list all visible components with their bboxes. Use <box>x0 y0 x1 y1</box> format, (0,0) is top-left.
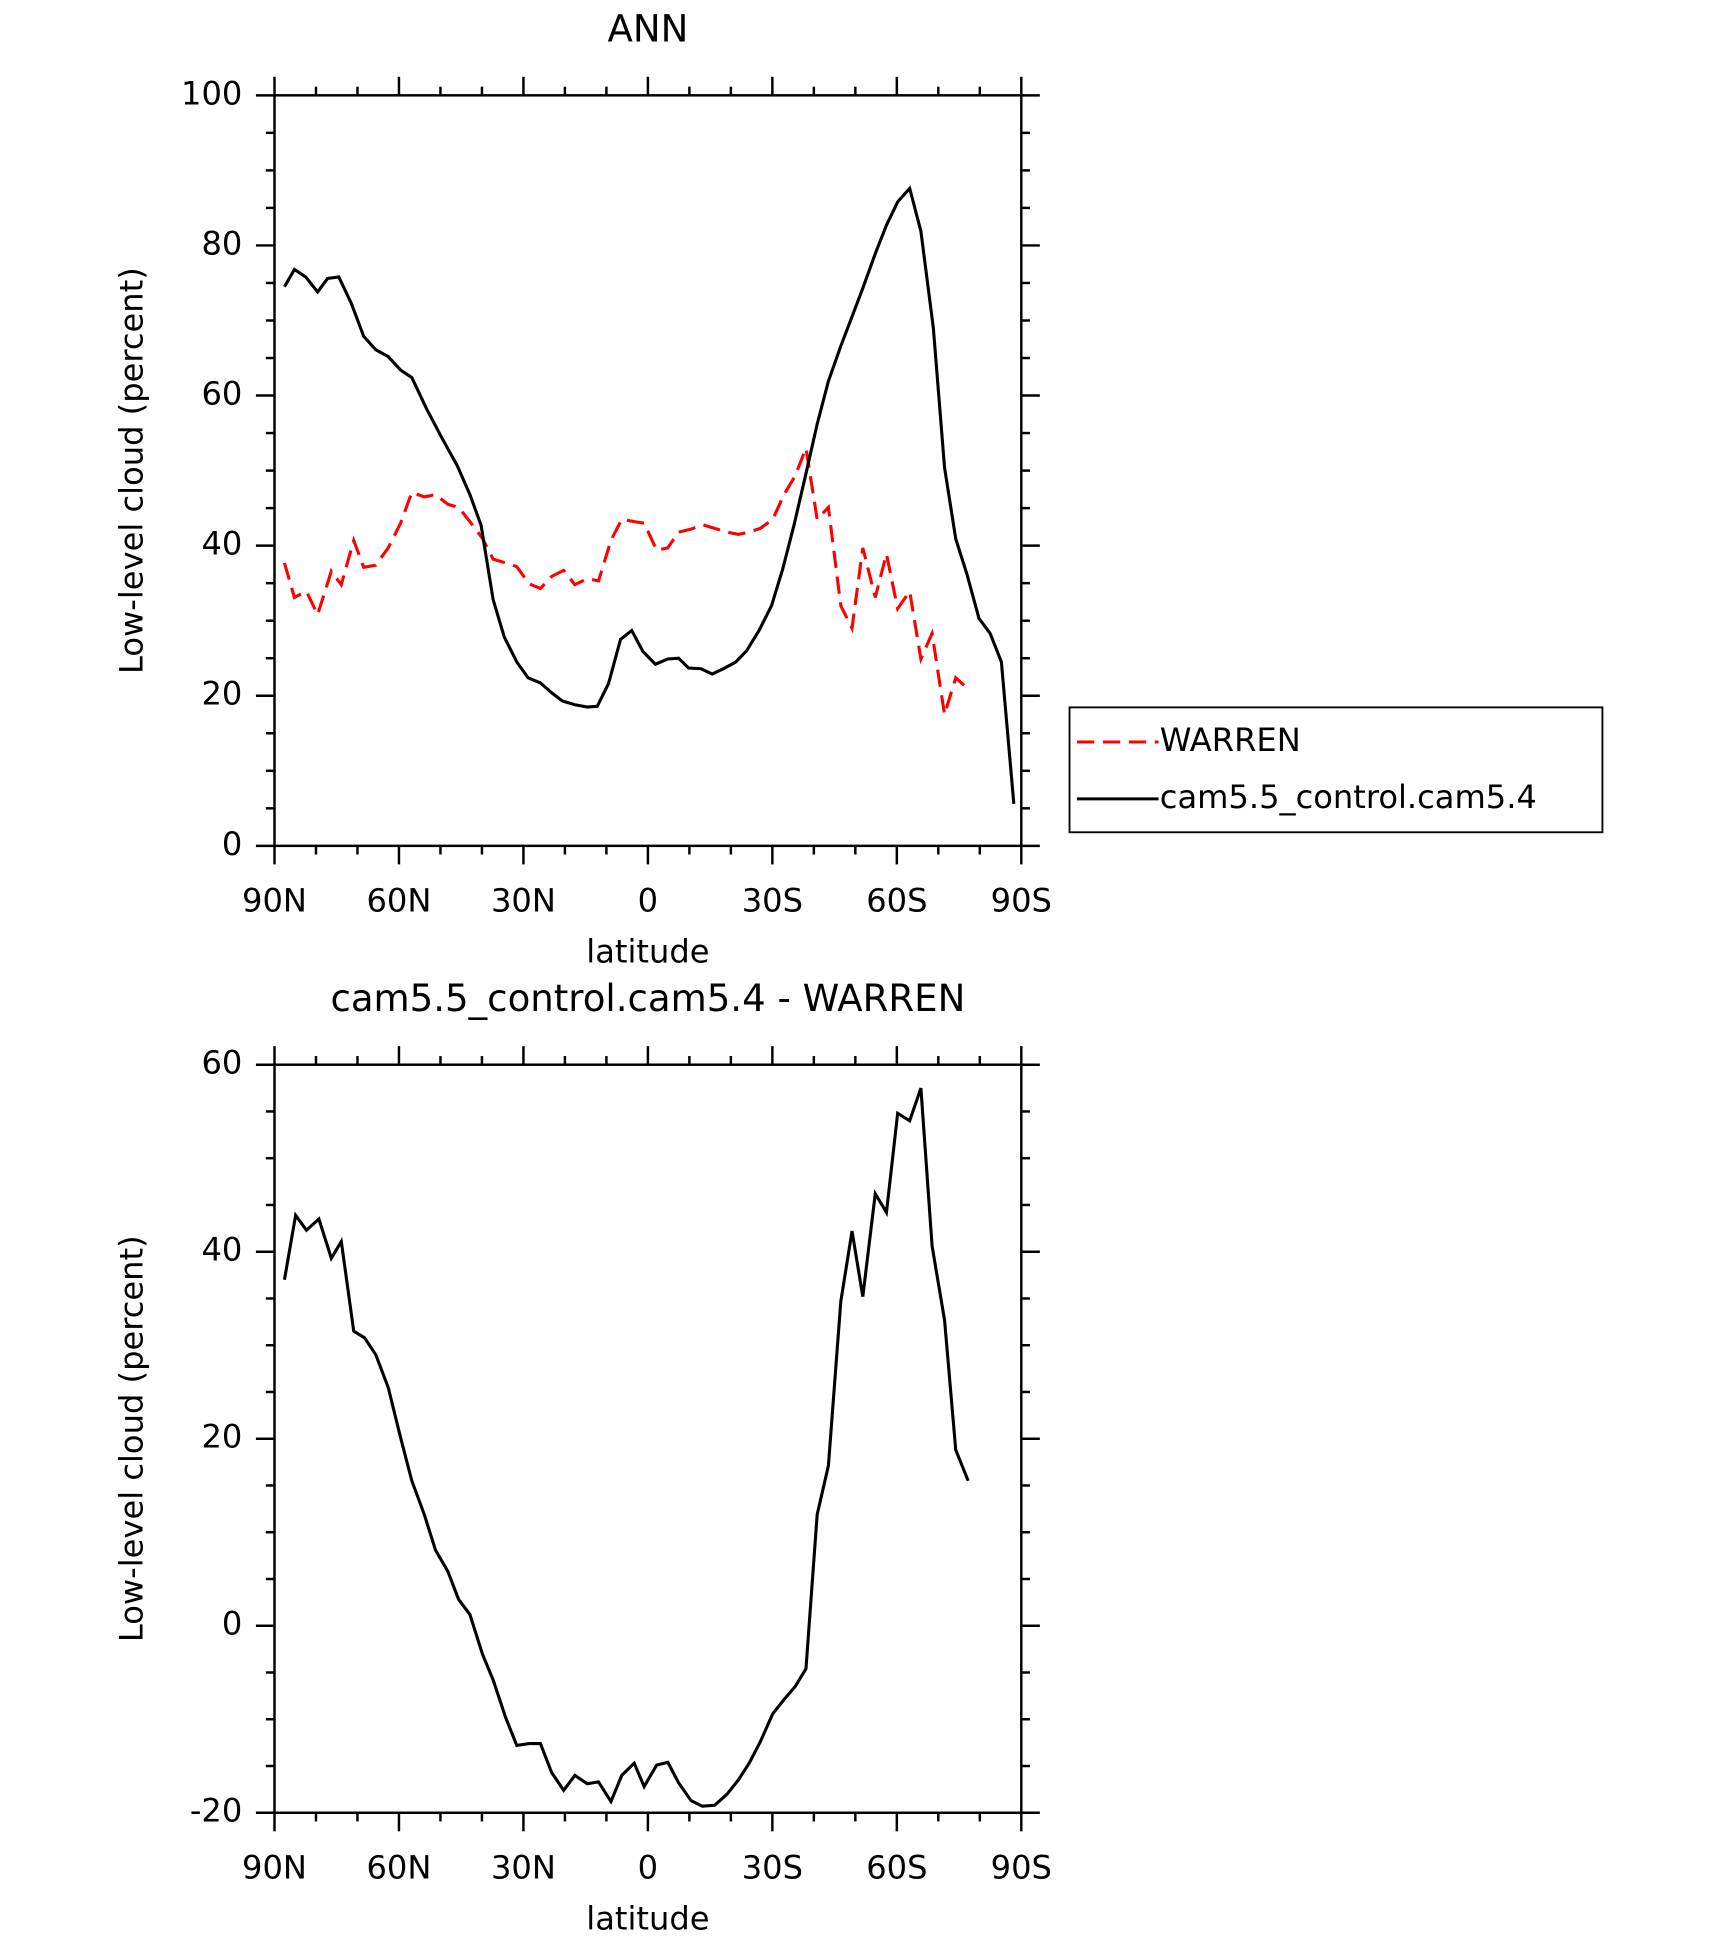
y-tick-label: 40 <box>201 525 242 563</box>
x-tick-label: 30N <box>491 1849 556 1887</box>
y-tick-label: 20 <box>201 1418 242 1456</box>
data-line <box>282 442 970 715</box>
y-tick-label: 100 <box>181 74 242 112</box>
y-tick-label: 80 <box>201 224 242 262</box>
x-tick-label: 30S <box>742 882 803 920</box>
x-tick-label: 90N <box>242 1849 307 1887</box>
data-line <box>283 185 1016 804</box>
y-tick-label: 40 <box>201 1231 242 1269</box>
plot-frame <box>273 1063 1023 1814</box>
y-axis-label: Low-level cloud (percent) <box>113 1235 151 1642</box>
x-axis-label: latitude <box>586 1899 709 1937</box>
x-tick-label: 60N <box>366 1849 431 1887</box>
x-tick-label: 90N <box>242 882 307 920</box>
y-tick-label: 60 <box>201 375 242 413</box>
y-tick-label: -20 <box>190 1792 242 1830</box>
y-tick-label: 60 <box>201 1044 242 1082</box>
y-tick-label: 0 <box>222 825 242 863</box>
x-tick-label: 60N <box>366 882 431 920</box>
y-axis-label: Low-level cloud (percent) <box>113 267 151 674</box>
x-tick-label: 90S <box>991 882 1052 920</box>
x-tick-label: 30S <box>742 1849 803 1887</box>
x-tick-label: 0 <box>638 882 658 920</box>
legend-box <box>1068 706 1604 834</box>
x-axis-label: latitude <box>586 932 709 970</box>
chart-title: cam5.5_control.cam5.4 - WARREN <box>330 977 965 1020</box>
x-tick-label: 60S <box>866 1849 927 1887</box>
x-tick-label: 60S <box>866 882 927 920</box>
data-line <box>282 1087 970 1808</box>
chart-title: ANN <box>607 8 688 51</box>
x-tick-label: 30N <box>491 882 556 920</box>
x-tick-label: 90S <box>991 1849 1052 1887</box>
legend-label: WARREN <box>1160 721 1301 759</box>
y-tick-label: 20 <box>201 675 242 713</box>
x-tick-label: 0 <box>638 1849 658 1887</box>
plot-frame <box>273 94 1023 848</box>
legend-label: cam5.5_control.cam5.4 <box>1160 778 1537 816</box>
y-tick-label: 0 <box>222 1605 242 1643</box>
